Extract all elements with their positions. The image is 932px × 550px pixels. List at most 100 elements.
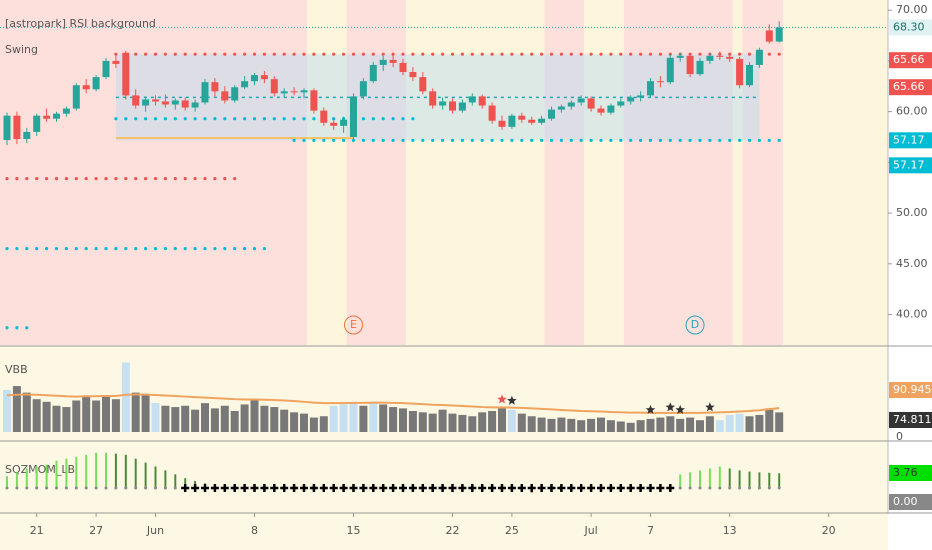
level-dot xyxy=(134,117,138,121)
squeeze-cross xyxy=(468,484,477,492)
level-dot xyxy=(648,52,653,56)
level-dot xyxy=(104,247,108,251)
event-label: D xyxy=(691,318,699,331)
volume-bar xyxy=(52,405,61,432)
squeeze-dot xyxy=(777,486,781,490)
level-dot xyxy=(173,52,177,56)
volume-tick-label: 0 xyxy=(896,430,903,443)
squeeze-dot xyxy=(84,486,88,490)
volume-bar xyxy=(775,412,784,432)
level-dot xyxy=(233,247,237,251)
squeeze-cross xyxy=(319,484,328,492)
candle-body xyxy=(72,85,80,109)
level-dot xyxy=(25,326,29,330)
squeeze-cross xyxy=(339,484,348,492)
level-dot xyxy=(163,247,167,251)
level-dot xyxy=(104,176,108,181)
support-badge-bg xyxy=(889,132,932,149)
volume-bar xyxy=(696,420,704,432)
squeeze-cross xyxy=(646,484,655,492)
candle-body xyxy=(647,81,654,96)
squeeze-dot xyxy=(698,486,702,490)
level-dot xyxy=(35,176,39,181)
squeeze-cross xyxy=(280,484,289,492)
candle-body xyxy=(597,108,605,113)
squeeze-cross xyxy=(290,484,299,492)
volume-bar xyxy=(656,417,665,432)
level-dot xyxy=(233,117,237,121)
level-dot xyxy=(441,52,445,56)
level-dot xyxy=(203,117,207,121)
level-dot xyxy=(5,176,9,181)
level-dot xyxy=(450,138,455,142)
x-tick-label: 27 xyxy=(89,524,103,537)
candle-body xyxy=(310,90,318,111)
squeeze-cross xyxy=(418,484,427,492)
level-dot xyxy=(35,247,39,251)
y-tick-label: 60.00 xyxy=(896,105,928,118)
volume-bar xyxy=(547,418,556,432)
squeeze-cross xyxy=(300,484,308,492)
candle-body xyxy=(171,100,179,105)
candle-body xyxy=(607,105,615,113)
level-dot xyxy=(411,138,415,142)
level-dot xyxy=(114,117,118,121)
x-tick-label: 8 xyxy=(251,524,258,537)
squeeze-cross xyxy=(448,484,457,492)
level-dot xyxy=(262,247,266,251)
volume-bar xyxy=(418,412,427,432)
candle-body xyxy=(736,58,744,86)
volume-bar xyxy=(111,399,120,432)
squeeze-cross xyxy=(636,484,645,492)
level-dot xyxy=(579,138,583,142)
volume-star xyxy=(705,402,715,412)
volume-bar xyxy=(270,407,279,432)
level-dot xyxy=(589,52,593,56)
support-badge: 57.17 xyxy=(893,133,925,146)
resistance-badge: 65.66 xyxy=(893,53,925,66)
squeeze-dot xyxy=(25,486,29,490)
level-dot xyxy=(421,52,425,56)
candle-body xyxy=(686,55,694,75)
squeeze-cross xyxy=(577,484,586,492)
level-dot xyxy=(25,176,29,181)
level-dot xyxy=(342,138,346,142)
level-dot xyxy=(688,138,692,142)
level-dot xyxy=(144,117,148,121)
squeeze-dot xyxy=(767,486,771,490)
x-tick-label: 25 xyxy=(505,524,519,537)
candle-body xyxy=(755,49,763,65)
volume-bar xyxy=(220,405,229,432)
level-dot xyxy=(173,176,177,181)
candle-body xyxy=(775,27,783,42)
level-dot xyxy=(134,247,138,251)
candle-body xyxy=(13,115,21,140)
level-dot xyxy=(252,247,257,251)
candle-body xyxy=(449,101,456,111)
squeeze-cross xyxy=(250,484,259,492)
volume-bar xyxy=(478,412,487,432)
level-dot xyxy=(351,52,356,56)
y-tick-label: 70.00 xyxy=(896,3,928,16)
level-dot xyxy=(747,52,752,56)
volume-bar xyxy=(359,405,368,432)
level-dot xyxy=(272,117,276,121)
squeeze-dot xyxy=(688,486,692,490)
level-dot xyxy=(193,176,197,181)
candle-body xyxy=(270,79,278,94)
candle-body xyxy=(350,96,357,137)
squeeze-cross xyxy=(359,484,368,492)
volume-star xyxy=(497,394,507,404)
squeeze-cross xyxy=(270,484,279,492)
candle-body xyxy=(508,115,516,127)
squeeze-cross xyxy=(181,484,190,492)
level-dot xyxy=(173,117,177,121)
squeeze-cross xyxy=(547,484,556,492)
resistance-badge-bg xyxy=(889,52,932,69)
volume-bar xyxy=(92,400,101,432)
squeeze-cross xyxy=(438,484,447,492)
indicator-title: [astropark] RSI background xyxy=(5,17,156,30)
level-dot xyxy=(302,117,306,121)
level-dot xyxy=(559,52,564,56)
level-dot xyxy=(738,138,742,142)
